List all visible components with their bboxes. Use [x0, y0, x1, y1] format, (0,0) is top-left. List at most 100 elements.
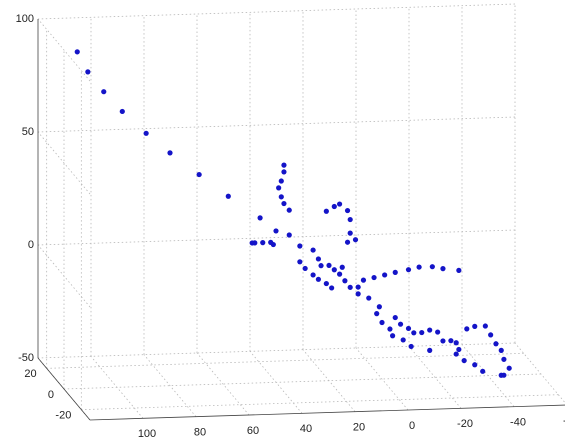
point: [344, 239, 351, 245]
grid-line: [143, 354, 197, 417]
point: [310, 247, 316, 253]
y-tick-label: -20: [55, 410, 71, 422]
point: [387, 326, 393, 332]
point: [498, 372, 504, 378]
point: [297, 243, 303, 249]
point: [355, 291, 361, 297]
point: [376, 304, 382, 310]
z-tick-label: -50: [18, 352, 34, 364]
point: [286, 232, 292, 238]
point: [329, 285, 335, 291]
point: [390, 333, 396, 339]
point: [480, 368, 486, 374]
point: [453, 340, 459, 346]
point: [323, 280, 329, 287]
grid-line: [37, 116, 516, 133]
point: [337, 271, 343, 277]
axis-line: [89, 404, 565, 421]
x-tick-label: 40: [300, 423, 312, 435]
point: [461, 357, 467, 364]
point: [397, 321, 404, 327]
point: [456, 267, 462, 273]
point: [392, 314, 398, 321]
point: [435, 329, 441, 335]
point: [276, 185, 282, 191]
point: [286, 207, 292, 213]
point: [119, 108, 125, 115]
point: [302, 265, 308, 272]
point: [440, 338, 446, 344]
point: [342, 278, 348, 284]
point: [392, 269, 398, 275]
grid-line: [37, 244, 91, 308]
point: [374, 311, 380, 317]
point: [281, 200, 287, 207]
point: [74, 49, 80, 55]
point: [326, 262, 332, 269]
point: [355, 284, 361, 290]
point: [382, 272, 388, 278]
point: [400, 337, 406, 343]
point: [278, 194, 284, 200]
point: [347, 216, 353, 223]
point: [379, 319, 385, 326]
z-tick-label: 0: [28, 239, 34, 251]
point: [440, 266, 446, 272]
point: [281, 169, 287, 175]
point: [347, 230, 353, 236]
point: [419, 329, 425, 336]
point: [339, 264, 345, 270]
point: [196, 171, 202, 178]
point: [482, 323, 488, 329]
z-tick-label: 100: [16, 13, 34, 25]
point: [167, 150, 173, 156]
grid-line: [196, 352, 250, 416]
point: [252, 240, 258, 246]
point: [453, 351, 459, 357]
point: [427, 347, 433, 353]
point: [260, 240, 266, 246]
point: [493, 341, 499, 347]
point: [405, 325, 412, 332]
x-tick-label: 20: [353, 422, 365, 434]
point: [278, 178, 284, 184]
grid-line: [408, 346, 462, 409]
point: [427, 327, 433, 333]
point: [315, 276, 321, 282]
grid-line: [355, 347, 409, 411]
point: [416, 264, 422, 270]
point: [225, 193, 231, 199]
grid-line: [37, 131, 91, 195]
x-tick-label: 100: [138, 428, 156, 440]
point: [310, 272, 316, 278]
point: [371, 274, 377, 281]
point: [315, 256, 321, 262]
point: [331, 267, 337, 273]
point: [506, 365, 512, 371]
point: [405, 267, 412, 273]
point: [337, 201, 343, 207]
y-tick-label: 20: [24, 368, 36, 380]
x-tick-label: -20: [457, 418, 473, 430]
grid-line: [37, 3, 516, 20]
x-tick-label: 60: [247, 425, 259, 437]
point: [85, 69, 91, 75]
point: [273, 228, 279, 234]
point: [408, 343, 414, 350]
point: [501, 356, 507, 362]
point: [257, 215, 263, 221]
point: [297, 259, 303, 265]
point: [366, 295, 372, 301]
z-tick-label: 50: [22, 126, 34, 138]
point: [101, 89, 107, 95]
point: [448, 338, 454, 344]
point: [498, 347, 504, 353]
point: [331, 203, 337, 210]
x-tick-label: -60: [563, 415, 565, 427]
point: [281, 162, 287, 168]
point: [318, 263, 324, 269]
point: [488, 332, 494, 338]
axis-line: [37, 357, 91, 421]
x-tick-label: -40: [510, 417, 526, 429]
